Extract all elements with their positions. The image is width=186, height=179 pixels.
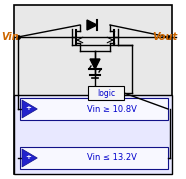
- Bar: [88, 86, 124, 100]
- Polygon shape: [22, 100, 37, 118]
- Polygon shape: [87, 20, 97, 30]
- Text: Vout: Vout: [152, 32, 177, 42]
- Polygon shape: [22, 149, 37, 167]
- Polygon shape: [90, 59, 100, 69]
- Text: Vin ≤ 13.2V: Vin ≤ 13.2V: [87, 154, 137, 163]
- Bar: [20, 147, 168, 169]
- Text: Vin: Vin: [1, 32, 19, 42]
- Text: Vin ≥ 10.8V: Vin ≥ 10.8V: [87, 105, 137, 113]
- Bar: [14, 95, 172, 174]
- Text: +: +: [25, 105, 31, 111]
- Text: +: +: [25, 154, 31, 160]
- Bar: [20, 98, 168, 120]
- Bar: [14, 5, 172, 174]
- Text: logic: logic: [97, 88, 115, 98]
